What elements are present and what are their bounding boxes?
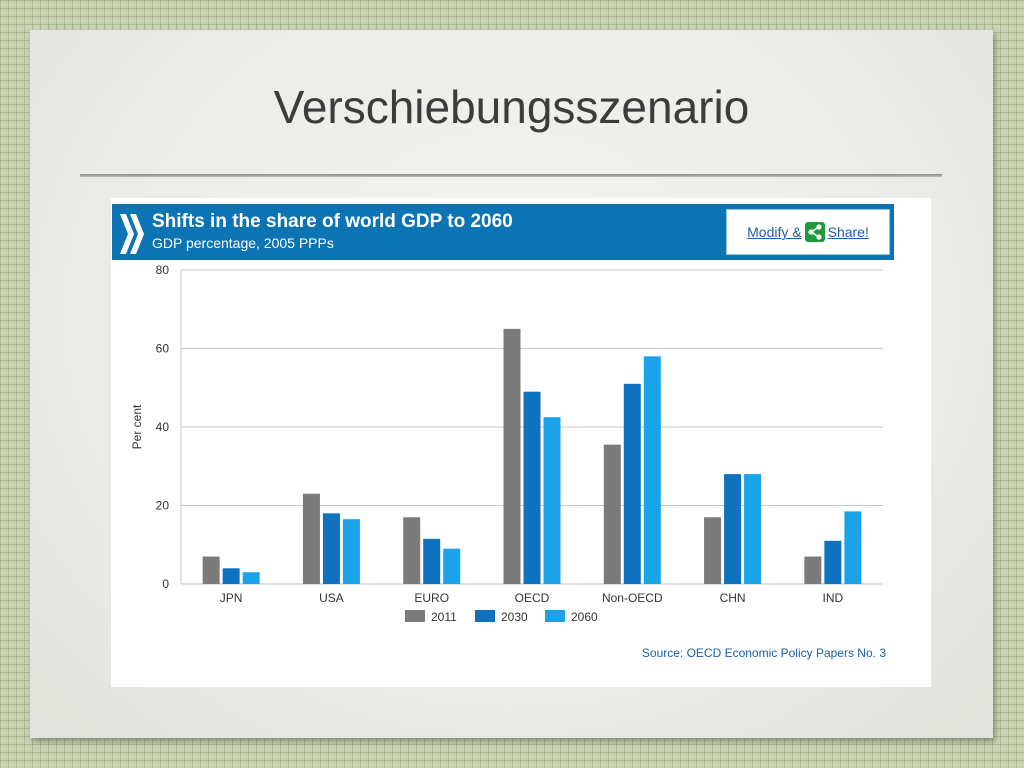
x-tick-label: USA <box>319 591 344 605</box>
modify-link[interactable]: Modify & <box>747 224 802 240</box>
chart-panel: Shifts in the share of world GDP to 2060… <box>111 198 931 687</box>
modify-share-button[interactable]: Modify & Share! <box>726 209 890 255</box>
bar-2030-jpn[interactable] <box>222 568 240 584</box>
bar-chart: 0 20 40 60 80 Per cent JPN USA EURO OECD Non-OECD C… <box>130 263 883 624</box>
x-tick-label: OECD <box>515 591 550 605</box>
chart-subtitle: GDP percentage, 2005 PPPs <box>152 235 334 251</box>
bar-2030-non-oecd[interactable] <box>623 383 641 584</box>
bar-2011-non-oecd[interactable] <box>603 444 621 584</box>
oecd-chevron-logo-icon <box>120 214 144 254</box>
chart-source[interactable]: Source: OECD Economic Policy Papers No. … <box>641 646 886 660</box>
bar-2030-oecd[interactable] <box>523 391 541 584</box>
bar-2011-oecd[interactable] <box>503 328 521 584</box>
x-tick-label: Non-OECD <box>602 591 663 605</box>
bar-2011-jpn[interactable] <box>202 556 220 584</box>
bar-2060-usa[interactable] <box>342 519 360 584</box>
x-tick-label: CHN <box>720 591 746 605</box>
bar-2011-usa[interactable] <box>302 493 320 584</box>
y-tick-label: 20 <box>156 499 170 513</box>
bar-2060-non-oecd[interactable] <box>643 356 661 584</box>
bar-2060-oecd[interactable] <box>543 417 561 584</box>
legend-label-2030: 2030 <box>501 610 528 624</box>
title-divider <box>80 174 942 177</box>
legend-swatch-2060 <box>545 610 565 622</box>
y-axis-label: Per cent <box>130 404 144 449</box>
legend-swatch-2030 <box>475 610 495 622</box>
slide-title: Verschiebungsszenario <box>273 81 750 133</box>
bar-2011-euro[interactable] <box>403 517 421 584</box>
slide: Verschiebungsszenario Shifts in the shar… <box>30 30 993 738</box>
x-tick-label: JPN <box>220 591 243 605</box>
bar-2060-ind[interactable] <box>844 511 862 584</box>
y-tick-label: 80 <box>156 263 170 277</box>
legend-label-2011: 2011 <box>431 610 457 624</box>
share-icon <box>804 222 825 242</box>
bar-2030-usa[interactable] <box>322 513 340 584</box>
legend-label-2060: 2060 <box>571 610 598 624</box>
bar-2030-chn[interactable] <box>724 474 742 584</box>
bar-2060-euro[interactable] <box>443 548 461 584</box>
y-tick-label: 0 <box>162 577 169 591</box>
bar-2060-jpn[interactable] <box>242 572 260 584</box>
legend-swatch-2011 <box>405 610 425 622</box>
bar-2030-ind[interactable] <box>824 540 842 584</box>
x-tick-label: EURO <box>414 591 449 605</box>
bar-2011-ind[interactable] <box>804 556 822 584</box>
bar-2011-chn[interactable] <box>704 517 722 584</box>
x-tick-label: IND <box>823 591 844 605</box>
chart-title: Shifts in the share of world GDP to 2060 <box>152 211 513 232</box>
share-link[interactable]: Share! <box>827 224 869 240</box>
y-tick-label: 60 <box>156 342 170 356</box>
bar-2030-euro[interactable] <box>423 538 441 584</box>
y-tick-label: 40 <box>156 420 170 434</box>
bar-2060-chn[interactable] <box>744 474 762 584</box>
chart-header: Shifts in the share of world GDP to 2060… <box>112 204 894 260</box>
